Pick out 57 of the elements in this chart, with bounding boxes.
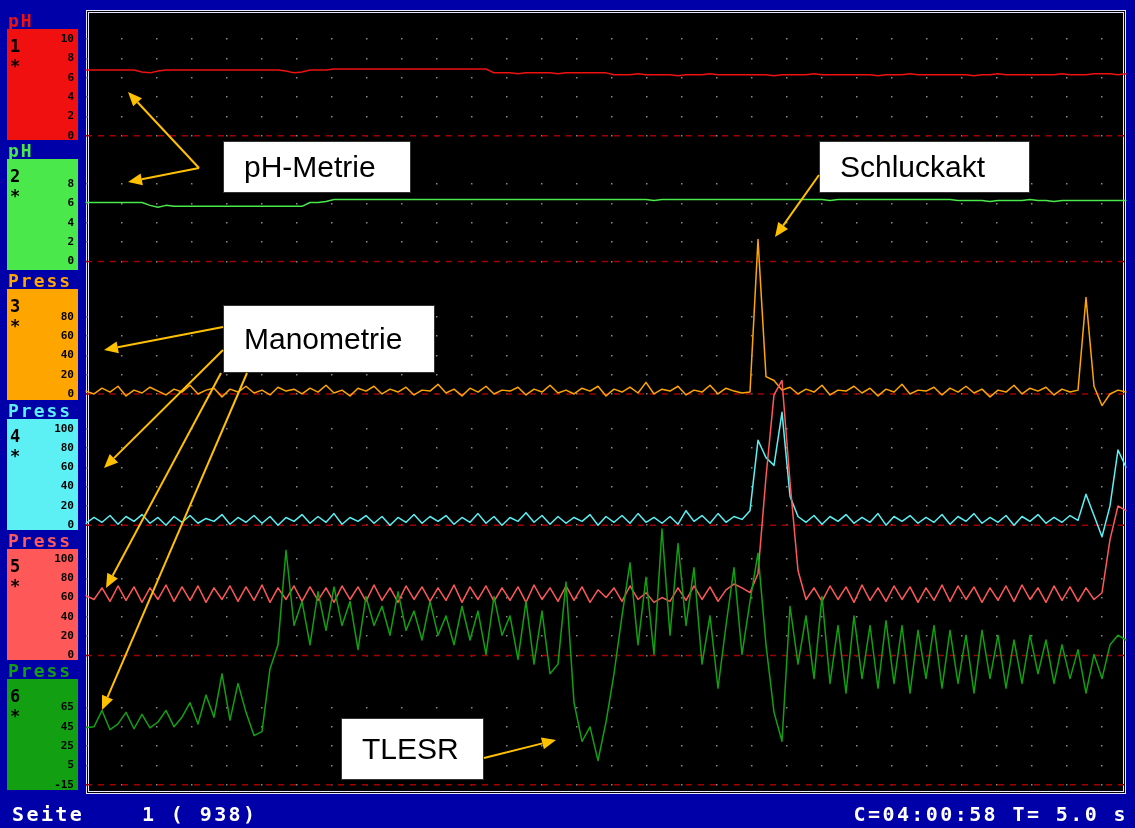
y-tick-label: 40 [60,479,74,493]
y-tick-label: 80 [60,309,74,323]
y-tick-label: 5 [67,758,74,772]
y-tick-label: 40 [60,609,74,623]
y-axis-title: Press [8,400,73,421]
y-tick-label: 2 [67,234,74,248]
annotation: Manometrie [223,305,435,373]
y-tick-label: 6 [67,70,75,84]
text: C=04:00:58 T= 5.0 s [853,802,1128,826]
y-tick-label: 0 [67,128,74,142]
y-axis-title: pH [8,10,34,31]
text: * [10,316,21,336]
text: 5 [10,556,21,576]
y-tick-label: 60 [60,460,74,474]
y-tick-label: 20 [60,498,74,512]
text: * [10,56,21,76]
y-tick-label: 4 [67,215,75,229]
text: 4 [10,426,21,446]
y-tick-label: 20 [60,629,74,642]
y-tick-label: 60 [60,590,74,604]
y-tick-label: 0 [67,518,74,532]
y-tick-label: 65 [60,700,74,714]
text: 2 [10,166,21,186]
y-tick-label: 0 [67,254,74,268]
y-axis-title: pH [8,140,34,161]
y-tick-label: 6 [67,196,75,210]
text: * [10,576,21,596]
text: 1 [10,36,21,56]
text: 3 [10,296,21,316]
y-tick-label: 8 [67,176,74,190]
y-axis-title: Press [8,660,73,681]
text: Seite 1 ( 938) [12,802,258,826]
y-tick-label: 4 [67,89,75,103]
y-tick-label: 2 [67,109,74,123]
text: * [10,706,21,726]
annotation: TLESR [341,718,484,780]
y-tick-label: 0 [67,648,74,662]
y-axis-title: Press [8,530,73,551]
y-tick-label: 80 [60,571,74,585]
y-tick-label: 100 [54,421,74,435]
annotation: pH-Metrie [223,141,411,193]
text: * [10,446,21,466]
y-tick-label: 80 [60,440,74,454]
y-tick-label: 10 [60,31,74,45]
annotation: Schluckakt [819,141,1030,193]
y-tick-label: 8 [67,51,74,65]
y-tick-label: 25 [60,738,74,752]
y-tick-label: 60 [60,328,74,342]
text: 6 [10,686,21,706]
y-tick-label: 45 [60,719,74,733]
y-tick-label: 40 [60,348,74,362]
y-axis-title: Press [8,270,73,291]
y-tick-label: -15 [54,777,74,791]
text: * [10,186,21,206]
y-tick-label: 100 [54,551,74,565]
y-tick-label: 0 [67,386,74,400]
y-tick-label: 20 [60,367,74,381]
